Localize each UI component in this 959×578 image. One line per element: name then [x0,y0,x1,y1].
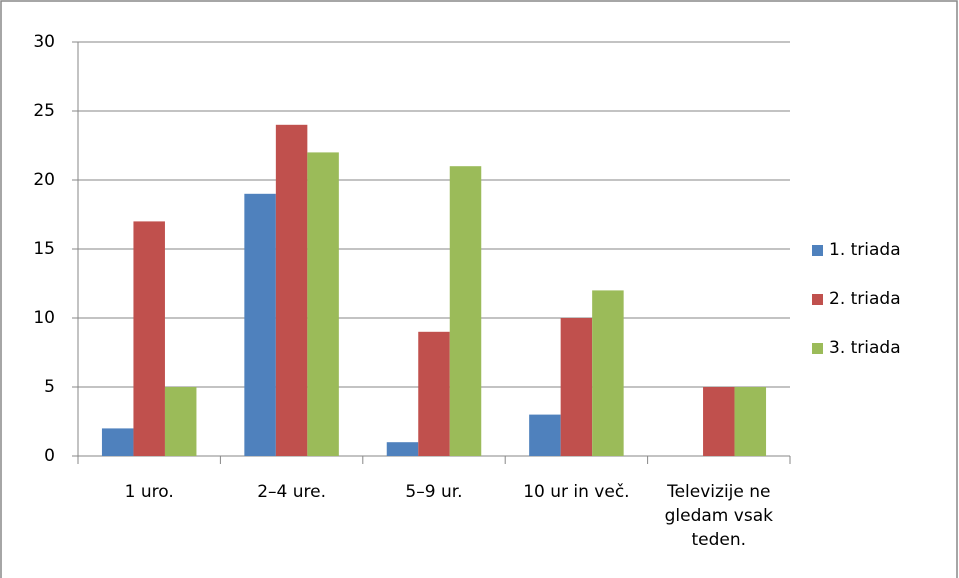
bar [418,331,450,456]
bar [703,387,735,456]
legend-label: 2. triada [829,289,901,309]
bar [307,152,339,456]
bar [275,124,308,457]
x-tick-label: 5–9 ur. [405,482,463,502]
bar [133,221,165,456]
bar [560,318,593,456]
y-tick-label: 15 [33,239,55,259]
x-tick-label: Televizije ne gledam vsak teden. [664,482,773,550]
y-tick-label: 25 [33,101,55,121]
bar [101,428,134,456]
y-tick-label: 30 [33,32,55,52]
y-tick-label: 0 [44,446,55,466]
legend-swatch [812,294,823,305]
bar [734,387,767,456]
y-tick-label: 5 [44,377,55,397]
bar [386,442,419,456]
legend-label: 3. triada [829,338,901,358]
bar [529,414,561,456]
y-tick-label: 10 [33,308,55,328]
bar [449,166,482,456]
legend-swatch [812,245,823,256]
x-tick-label: 10 ur in več. [523,482,630,502]
bar [244,193,276,457]
bar [164,387,197,456]
y-tick-label: 20 [33,170,55,190]
legend-label: 1. triada [829,240,901,260]
x-tick-label: 1 uro. [124,482,174,502]
bar [592,290,624,456]
legend-swatch [812,343,823,354]
x-tick-label: 2–4 ure. [257,482,326,502]
